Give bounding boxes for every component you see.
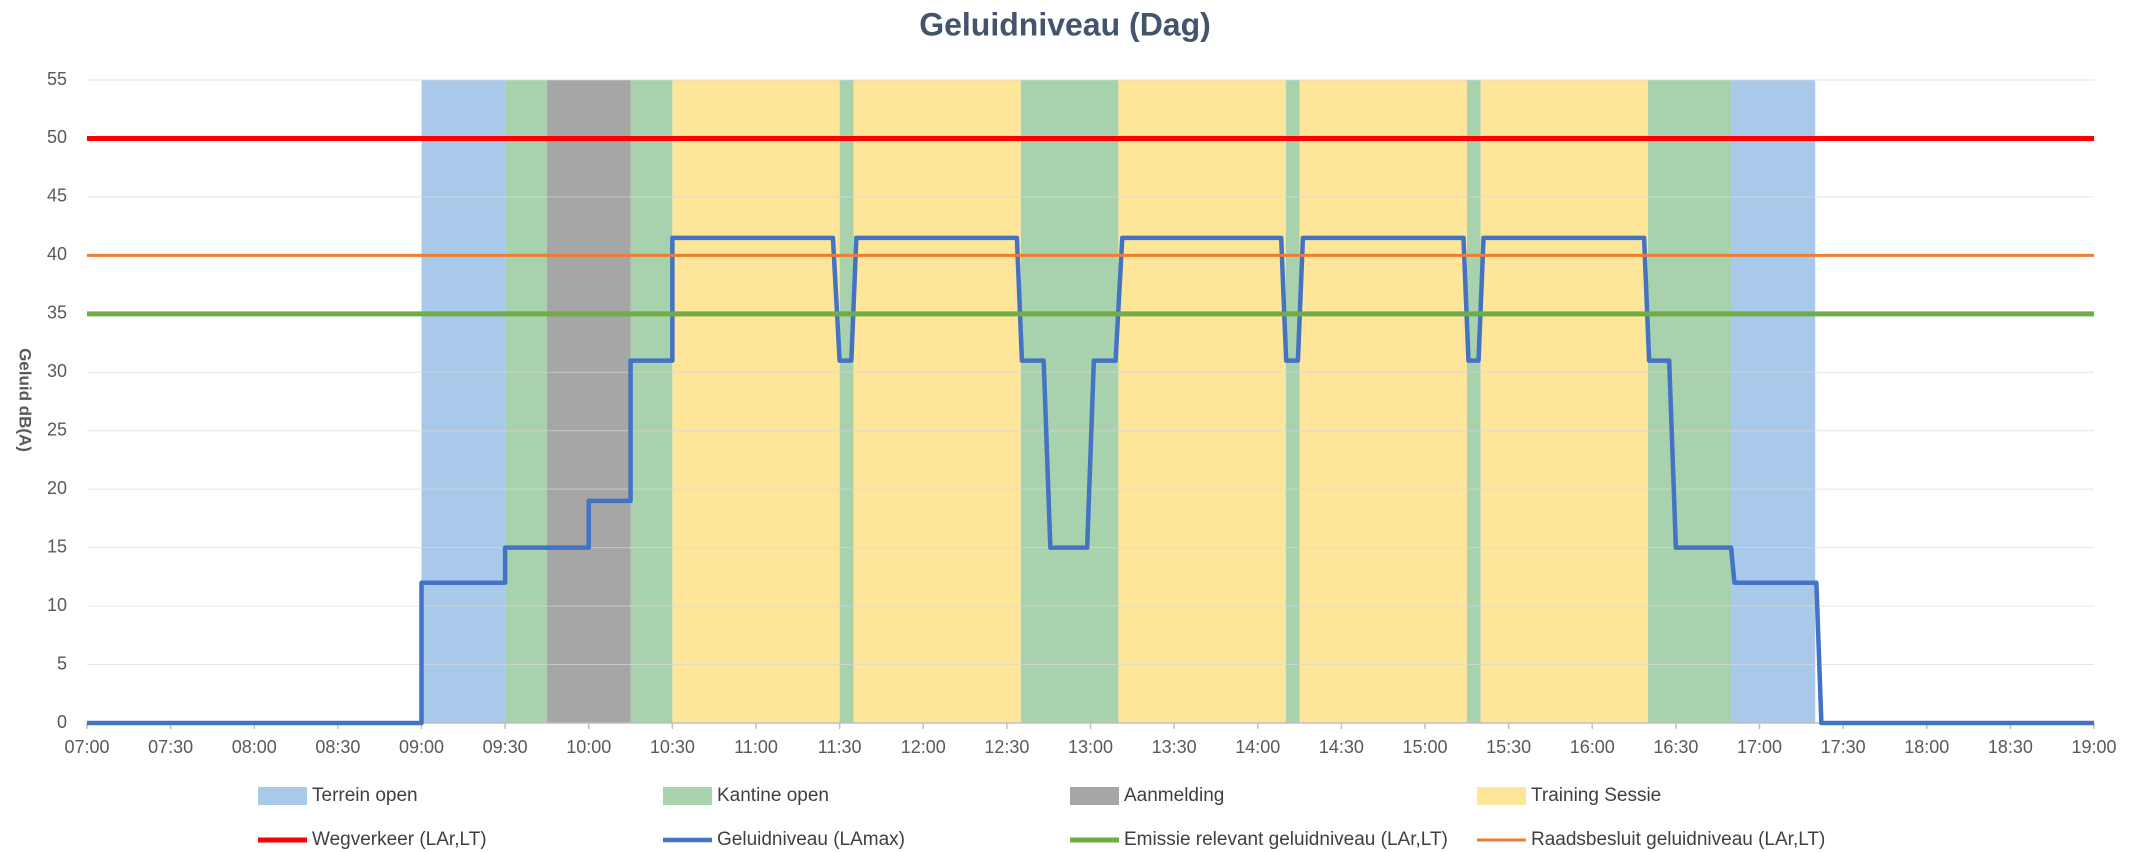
band	[421, 80, 506, 723]
band	[1480, 80, 1648, 723]
band	[630, 80, 673, 723]
x-tick-label: 17:30	[1821, 737, 1866, 757]
x-tick-label: 12:00	[901, 737, 946, 757]
x-tick-label: 17:00	[1737, 737, 1782, 757]
x-tick-label: 07:30	[148, 737, 193, 757]
y-tick-label: 55	[47, 69, 67, 89]
chart-title: Geluidniveau (Dag)	[919, 6, 1211, 42]
band	[1118, 80, 1286, 723]
legend-swatch	[1070, 787, 1119, 805]
x-tick-label: 16:00	[1570, 737, 1615, 757]
x-tick-label: 11:00	[734, 737, 778, 757]
band	[839, 80, 854, 723]
legend-label: Wegverkeer (LAr,LT)	[312, 829, 487, 850]
y-tick-label: 10	[47, 595, 67, 615]
legend-label: Raadsbesluit geluidniveau (LAr,LT)	[1531, 829, 1825, 850]
legend-swatch	[1477, 787, 1526, 805]
x-tick-label: 12:30	[984, 737, 1029, 757]
legend-label: Kantine open	[717, 785, 829, 806]
band	[505, 80, 547, 723]
band	[672, 80, 840, 723]
y-tick-label: 35	[47, 303, 67, 323]
y-tick-label: 50	[47, 127, 67, 147]
y-tick-label: 0	[57, 712, 67, 732]
legend-label: Aanmelding	[1124, 785, 1224, 806]
band	[1466, 80, 1481, 723]
band	[1020, 80, 1119, 723]
x-tick-label: 18:00	[1904, 737, 1949, 757]
band	[1647, 80, 1732, 723]
x-tick-label: 13:30	[1152, 737, 1197, 757]
y-tick-label: 25	[47, 419, 67, 439]
line	[87, 235, 2094, 726]
legend-label: Training Sessie	[1531, 785, 1661, 806]
x-tick-label: 18:30	[1988, 737, 2033, 757]
legend-swatch	[663, 787, 712, 805]
x-tick-label: 10:30	[650, 737, 695, 757]
x-tick-label: 08:30	[315, 737, 360, 757]
legend-label: Geluidniveau (LAmax)	[717, 829, 905, 850]
x-tick-label: 15:30	[1486, 737, 1531, 757]
x-tick-label: 16:30	[1653, 737, 1698, 757]
x-tick-label: 08:00	[232, 737, 277, 757]
y-tick-label: 15	[47, 536, 67, 556]
y-tick-label: 5	[57, 653, 67, 673]
band	[1285, 80, 1300, 723]
y-axis-label: Geluid dB(A)	[16, 348, 35, 452]
x-tick-label: 11:30	[818, 737, 862, 757]
x-tick-label: 14:30	[1319, 737, 1364, 757]
x-tick-label: 09:00	[399, 737, 444, 757]
x-tick-label: 07:00	[64, 737, 109, 757]
y-tick-label: 45	[47, 186, 67, 206]
y-tick-label: 30	[47, 361, 67, 381]
band	[853, 80, 1021, 723]
band	[546, 80, 631, 723]
x-tick-label: 14:00	[1235, 737, 1280, 757]
band	[1731, 80, 1816, 723]
legend-label: Emissie relevant geluidniveau (LAr,LT)	[1124, 829, 1448, 850]
x-tick-label: 13:00	[1068, 737, 1113, 757]
x-tick-label: 10:00	[566, 737, 611, 757]
band	[1299, 80, 1467, 723]
legend-swatch	[258, 787, 307, 805]
x-tick-label: 09:30	[483, 737, 528, 757]
x-tick-label: 15:00	[1402, 737, 1447, 757]
y-tick-label: 20	[47, 478, 67, 498]
x-tick-label: 19:00	[2071, 737, 2116, 757]
legend-label: Terrein open	[312, 785, 418, 806]
y-tick-label: 40	[47, 244, 67, 264]
